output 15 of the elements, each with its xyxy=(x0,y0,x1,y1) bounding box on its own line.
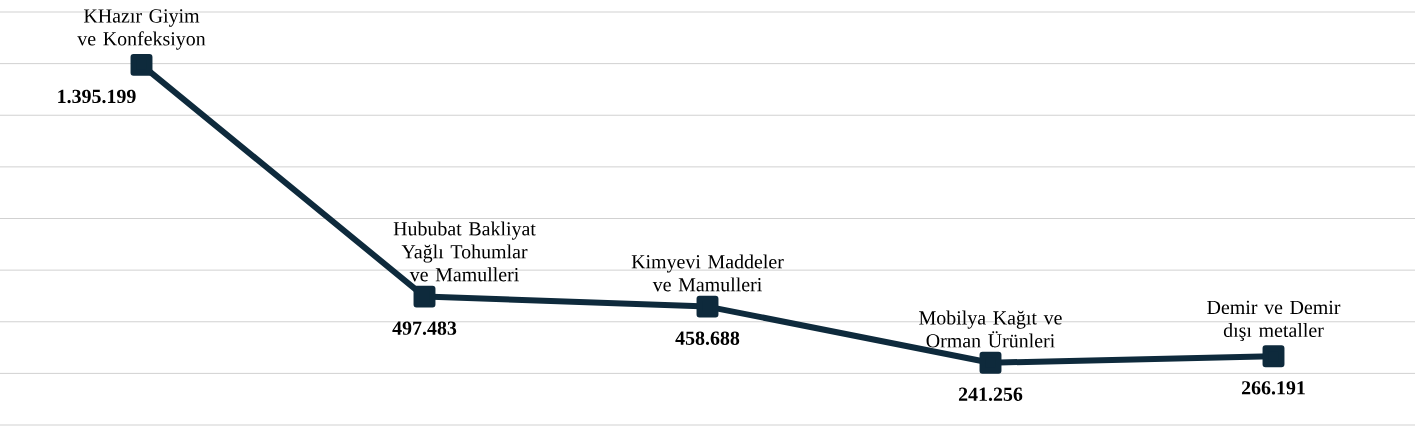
data-label: 1.395.199 xyxy=(58,89,136,104)
data-label: 497.483 xyxy=(392,321,457,335)
x-tick-label: Kimyevi Maddeler ve Mamulleri xyxy=(631,254,784,292)
point xyxy=(130,53,153,76)
point xyxy=(1262,345,1285,368)
x-tick-label: Demir ve Demir dışı metaller xyxy=(1207,300,1341,342)
point xyxy=(696,295,719,318)
point xyxy=(979,351,1002,374)
x-tick-label: KHazır Giyim ve Konfeksiyon xyxy=(77,9,206,50)
data-label: 266.191 xyxy=(1241,381,1305,395)
data-label: 458.688 xyxy=(675,331,740,345)
x-tick-label: Hububat Bakliyat Yağlı Tohumlar ve Mamulleri xyxy=(393,221,536,282)
x-tick-label: Mobilya Kağıt ve Orman Ürünleri xyxy=(919,310,1062,348)
point xyxy=(413,285,436,308)
data-label: 241.256 xyxy=(958,387,1023,402)
